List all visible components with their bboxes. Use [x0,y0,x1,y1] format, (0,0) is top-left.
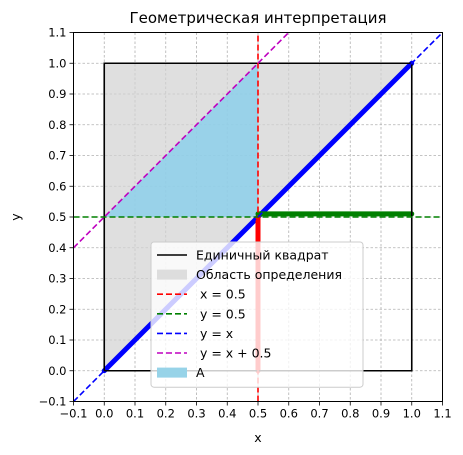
y-tick-label: 0.9 [48,87,66,101]
y-tick-label: −0.1 [39,395,67,409]
legend-swatch [157,367,187,378]
y-tick-label: 1.0 [48,56,66,70]
line-y-x [73,32,443,402]
legend-label: y = x [196,326,233,341]
x-tick-label: 0.6 [280,407,298,421]
x-tick-label: 0.4 [218,407,236,421]
y-tick-label: 0.6 [48,179,66,193]
x-tick-label: 0.2 [157,407,175,421]
legend-label: x = 0.5 [196,287,246,302]
y-tick-label: 0.7 [48,149,66,163]
legend-box [150,241,364,388]
x-tick-label: 0.3 [187,407,205,421]
y-tick-label: 1.1 [48,26,66,40]
x-tick-label: 1.1 [433,407,451,421]
legend: Единичный квадрат Область определения x =… [150,241,364,388]
legend-label: y = x + 0.5 [196,346,272,361]
legend-label: Единичный квадрат [196,248,329,263]
x-axis-label: x [254,430,261,445]
line-y-x-plus-0.5 [73,32,290,249]
x-tick-label: 0.0 [95,407,113,421]
axis-ticks: −0.1 0.0 0.1 0.2 0.3 0.4 0.5 0.6 0.7 0.8 0.9 1.0 1.1… [39,26,452,421]
x-tick-label: 0.9 [372,407,390,421]
chart-title: Геометрическая интерпретация [130,9,387,27]
region-a [104,63,258,217]
y-tick-label: 0.1 [48,333,66,347]
legend-label: Область определения [196,267,342,282]
legend-label: y = 0.5 [196,306,246,321]
y-tick-label: 0.3 [48,272,66,286]
y-tick-label: 0.8 [48,118,66,132]
x-tick-label: 0.5 [249,407,267,421]
legend-label: A [196,365,205,380]
y-tick-label: 0.0 [48,364,66,378]
x-tick-label: −0.1 [60,407,88,421]
x-tick-label: 0.8 [341,407,359,421]
legend-swatch [157,269,187,280]
x-tick-label: 1.0 [403,407,421,421]
x-tick-label: 0.7 [310,407,328,421]
y-tick-label: 0.4 [48,241,66,255]
y-axis-label: y [8,213,23,221]
y-tick-label: 0.2 [48,302,66,316]
x-tick-label: 0.1 [126,407,144,421]
y-tick-label: 0.5 [48,210,66,224]
